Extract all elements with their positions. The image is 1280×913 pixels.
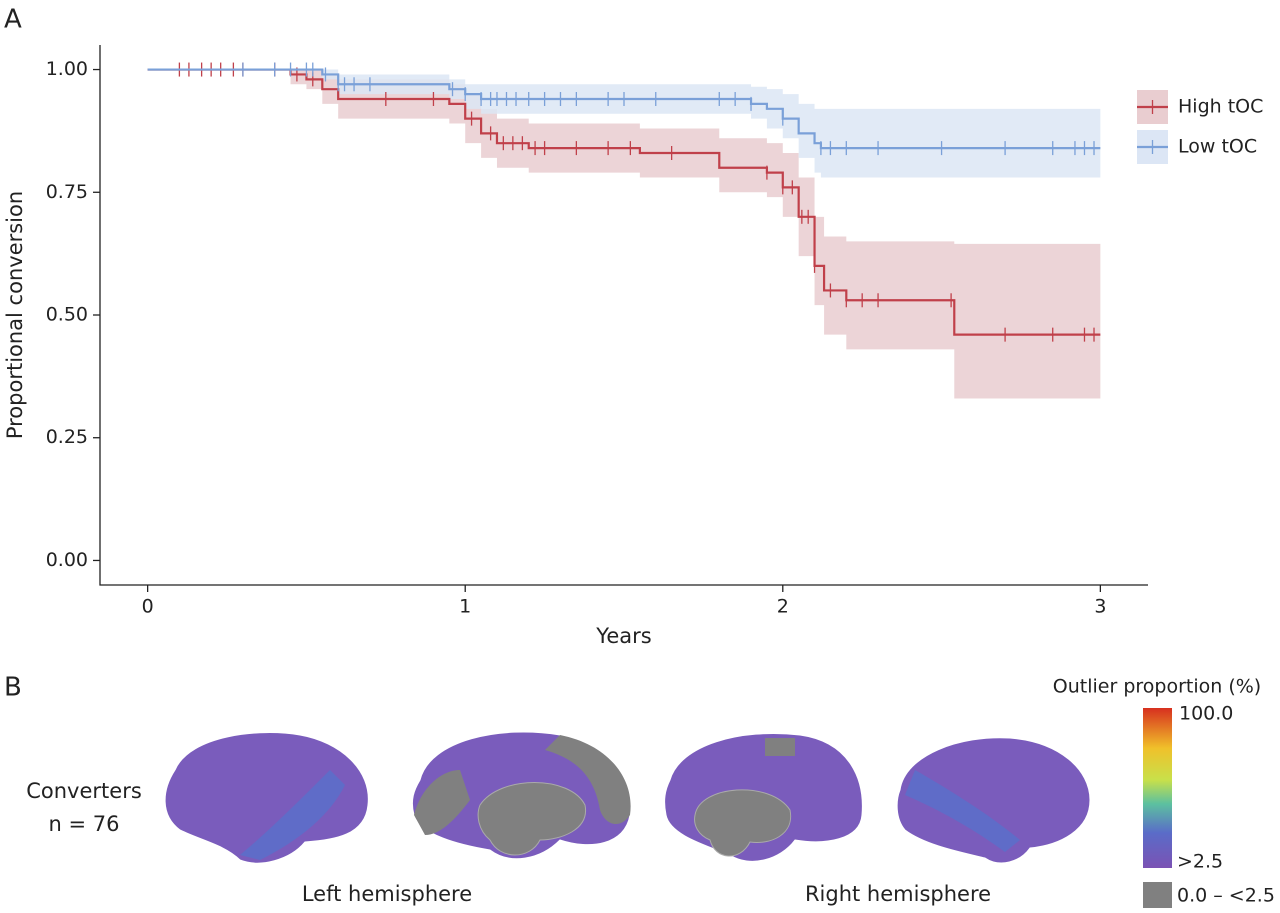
panel-label: A xyxy=(4,5,22,35)
y-tick-label: 0.50 xyxy=(46,304,88,326)
y-axis-label: Proportional conversion xyxy=(3,191,27,439)
x-tick-label: 3 xyxy=(1094,596,1106,618)
colorbar-label: 100.0 xyxy=(1179,703,1233,725)
gray-swatch xyxy=(1143,882,1172,908)
group-n: n = 76 xyxy=(49,812,120,836)
hemisphere-label: Right hemisphere xyxy=(805,882,991,906)
x-tick-label: 2 xyxy=(777,596,789,618)
x-tick-label: 0 xyxy=(142,596,154,618)
x-tick-label: 1 xyxy=(459,596,471,618)
colorbar xyxy=(1143,708,1172,868)
panel-label: B xyxy=(4,673,22,703)
legend-label: High tOC xyxy=(1178,96,1263,118)
colorbar-label: >2.5 xyxy=(1177,851,1223,873)
brain-left-medial xyxy=(411,731,632,860)
brain-right-lateral xyxy=(896,737,1091,864)
x-axis-label: Years xyxy=(595,624,651,648)
y-tick-label: 0.00 xyxy=(46,549,88,571)
legend-label: Low tOC xyxy=(1178,136,1257,158)
y-tick-label: 0.25 xyxy=(46,426,88,448)
y-tick-label: 0.75 xyxy=(46,181,88,203)
axis-line xyxy=(99,45,1148,586)
confidence-band xyxy=(147,69,1101,399)
colorbar-title: Outlier proportion (%) xyxy=(1053,676,1261,698)
hemisphere-label: Left hemisphere xyxy=(302,882,472,906)
brain-left-lateral xyxy=(164,732,369,864)
brain-right-medial xyxy=(664,732,863,862)
plot: 0.00 0.25 0.50 0.75 1.00 0 1 2 3 High tOC Low tOC xyxy=(46,45,1263,618)
confidence-band xyxy=(147,69,1101,178)
colorbar-label: 0.0 – <2.5 xyxy=(1177,885,1275,907)
y-tick-label: 1.00 xyxy=(46,58,88,80)
survival-line xyxy=(147,68,1101,336)
group-label: Converters xyxy=(26,779,142,803)
